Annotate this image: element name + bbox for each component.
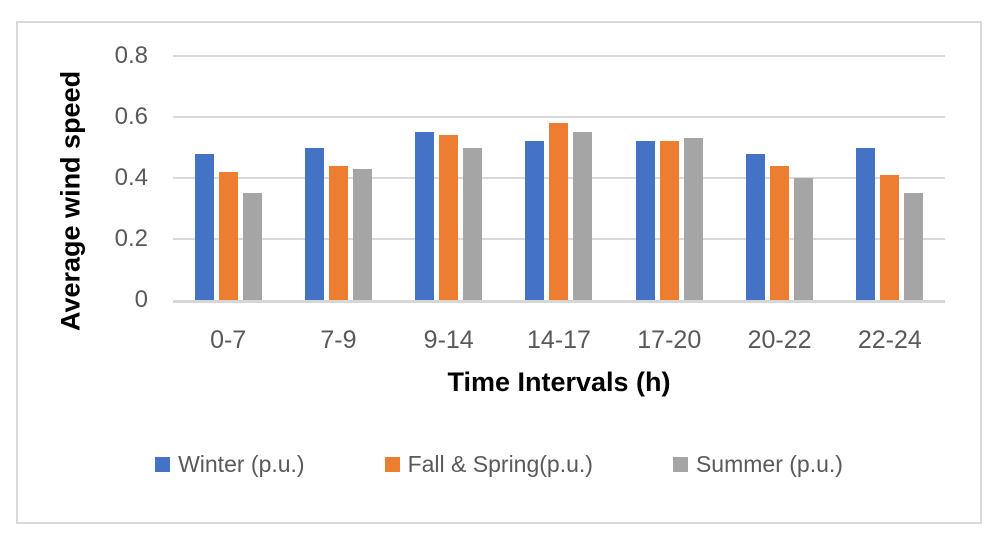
bar-winter-7-9 [304, 147, 324, 300]
bar-fall-0-7 [218, 171, 238, 300]
bar-summer-20-22 [794, 178, 814, 300]
legend-label: Winter (p.u.) [178, 451, 305, 477]
bar-summer-9-14 [463, 147, 483, 300]
x-axis-title: Time Intervals (h) [447, 367, 671, 397]
x-tick-label: 7-9 [320, 326, 357, 354]
bar-winter-17-20 [635, 141, 655, 300]
gridline [173, 116, 945, 118]
bar-group-7-9 [304, 56, 372, 300]
bar-winter-22-24 [856, 147, 876, 300]
legend-item: Summer (p.u.) [672, 451, 843, 478]
x-tick-label: 17-20 [637, 326, 702, 354]
legend-item: Winter (p.u.) [155, 451, 305, 478]
bar-group-9-14 [415, 56, 483, 300]
bar-summer-14-17 [573, 132, 593, 300]
bar-winter-9-14 [415, 132, 435, 300]
bar-group-22-24 [856, 56, 924, 300]
bar-winter-0-7 [194, 153, 214, 300]
legend-item: Fall & Spring(p.u.) [384, 451, 593, 478]
y-tick-label: 0.2 [114, 225, 148, 252]
x-tick-label: 14-17 [527, 326, 591, 354]
bar-fall-7-9 [328, 165, 348, 300]
bar-fall-9-14 [439, 135, 459, 300]
y-tick-label: 0 [134, 286, 148, 313]
bar-winter-20-22 [746, 153, 766, 300]
bar-fall-20-22 [770, 165, 790, 300]
legend: Winter (p.u.) Fall & Spring(p.u.) Summer (… [18, 451, 980, 478]
bar-fall-14-17 [549, 123, 569, 300]
bar-summer-0-7 [242, 193, 262, 300]
x-tick-label: 20-22 [747, 326, 812, 354]
bar-summer-22-24 [904, 193, 924, 300]
bar-group-0-7 [194, 56, 262, 300]
plot-area [173, 55, 945, 303]
legend-label: Summer (p.u.) [695, 451, 843, 477]
x-tick-label: 22-24 [857, 326, 922, 354]
y-tick-label: 0.8 [114, 42, 148, 69]
y-tick-label: 0.4 [114, 164, 148, 191]
bar-summer-17-20 [683, 138, 703, 300]
bar-fall-22-24 [880, 174, 900, 300]
bar-winter-14-17 [525, 141, 545, 300]
bar-summer-7-9 [352, 168, 372, 300]
bar-groups [173, 56, 945, 300]
gridline [173, 55, 945, 57]
chart-frame: Average wind speed 0.8 0.6 0.4 0.2 0 0-7 7-9 9… [16, 21, 982, 524]
legend-label: Fall & Spring(p.u.) [407, 451, 593, 477]
x-tick-label: 9-14 [423, 326, 474, 354]
y-axis-tick-labels: 0.8 0.6 0.4 0.2 0 [76, 23, 148, 522]
bar-group-17-20 [635, 56, 703, 300]
bar-group-14-17 [525, 56, 593, 300]
legend-swatch-icon [384, 457, 400, 472]
legend-swatch-icon [672, 457, 688, 472]
bar-group-20-22 [746, 56, 814, 300]
x-tick-label: 0-7 [210, 326, 247, 354]
x-axis-tick-labels: 0-7 7-9 9-14 14-17 17-20 20-22 22-24 [173, 324, 945, 356]
bar-fall-17-20 [659, 141, 679, 300]
legend-swatch-icon [155, 457, 171, 472]
y-tick-label: 0.6 [114, 103, 148, 130]
